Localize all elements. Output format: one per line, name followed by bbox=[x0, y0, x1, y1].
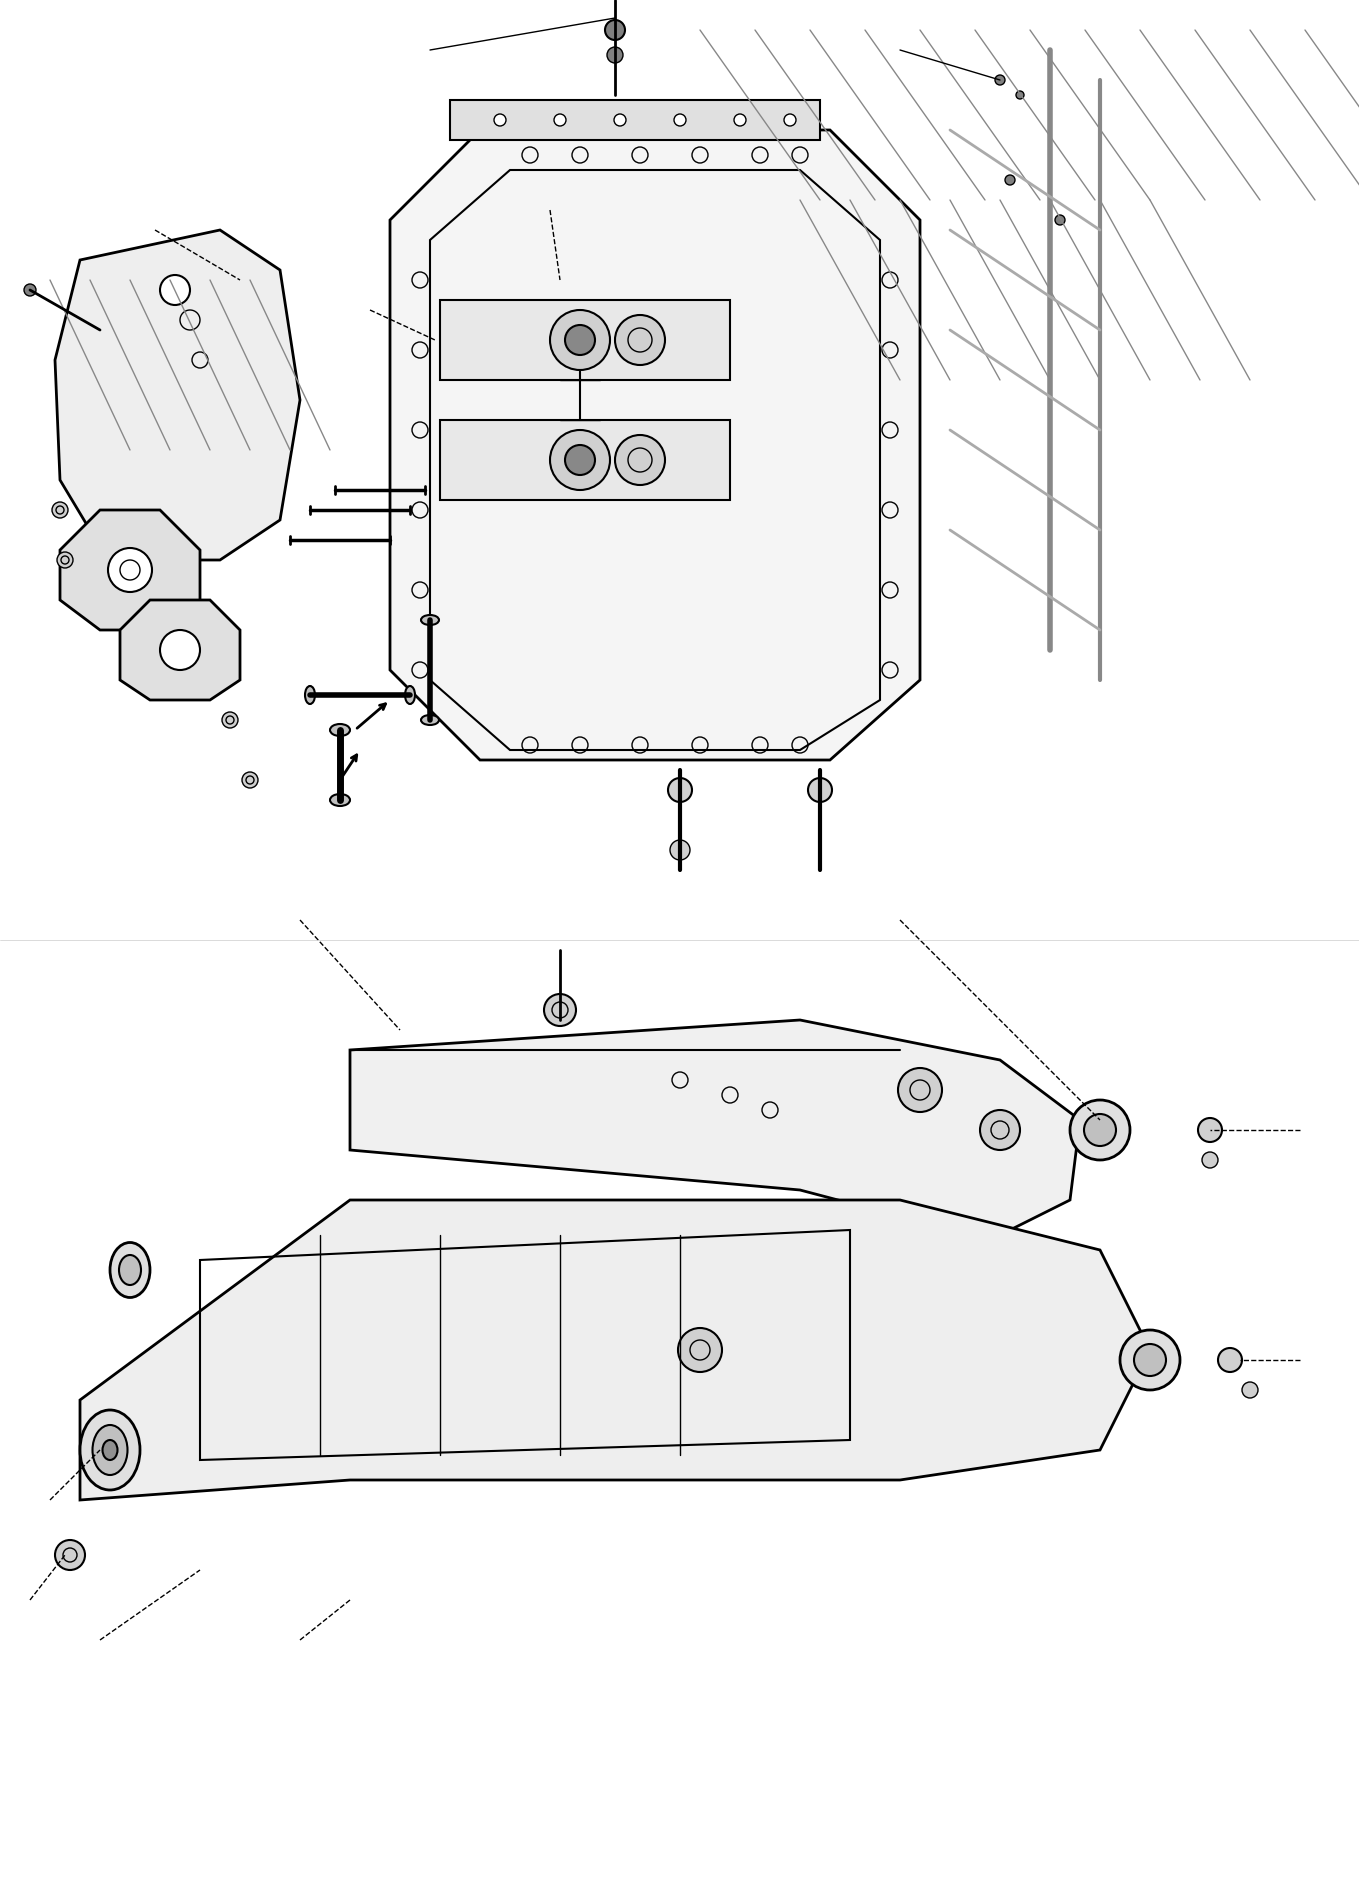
Circle shape bbox=[1218, 1349, 1242, 1371]
Circle shape bbox=[616, 436, 665, 485]
Polygon shape bbox=[440, 420, 730, 500]
Circle shape bbox=[605, 21, 625, 40]
Polygon shape bbox=[120, 599, 241, 700]
Ellipse shape bbox=[330, 793, 351, 806]
Circle shape bbox=[495, 114, 506, 126]
Circle shape bbox=[222, 711, 238, 728]
Polygon shape bbox=[440, 301, 730, 380]
Circle shape bbox=[242, 772, 258, 787]
Circle shape bbox=[670, 841, 690, 860]
Circle shape bbox=[107, 548, 152, 592]
Ellipse shape bbox=[330, 725, 351, 736]
Ellipse shape bbox=[421, 715, 439, 725]
Polygon shape bbox=[60, 510, 200, 630]
Circle shape bbox=[616, 316, 665, 365]
Circle shape bbox=[544, 995, 576, 1025]
Circle shape bbox=[674, 114, 686, 126]
Circle shape bbox=[1201, 1153, 1218, 1168]
Ellipse shape bbox=[80, 1409, 140, 1489]
Polygon shape bbox=[80, 1200, 1150, 1501]
Circle shape bbox=[898, 1069, 942, 1113]
Ellipse shape bbox=[102, 1440, 117, 1461]
Circle shape bbox=[565, 325, 595, 356]
Circle shape bbox=[550, 310, 610, 371]
Circle shape bbox=[1017, 91, 1023, 99]
Circle shape bbox=[1006, 175, 1015, 184]
Ellipse shape bbox=[304, 687, 315, 704]
Circle shape bbox=[550, 430, 610, 491]
Circle shape bbox=[54, 1541, 86, 1569]
Circle shape bbox=[995, 74, 1006, 86]
Circle shape bbox=[669, 778, 692, 803]
Ellipse shape bbox=[120, 1255, 141, 1286]
Circle shape bbox=[1055, 215, 1065, 224]
Circle shape bbox=[1242, 1383, 1258, 1398]
Circle shape bbox=[607, 48, 622, 63]
Circle shape bbox=[1070, 1099, 1129, 1160]
Circle shape bbox=[614, 114, 626, 126]
Circle shape bbox=[734, 114, 746, 126]
Ellipse shape bbox=[421, 614, 439, 626]
Circle shape bbox=[678, 1328, 722, 1371]
Circle shape bbox=[1133, 1345, 1166, 1375]
Circle shape bbox=[1199, 1118, 1222, 1141]
Circle shape bbox=[1084, 1115, 1116, 1147]
Polygon shape bbox=[351, 1019, 1080, 1240]
Polygon shape bbox=[390, 129, 920, 761]
Circle shape bbox=[784, 114, 796, 126]
Circle shape bbox=[565, 445, 595, 476]
Circle shape bbox=[160, 630, 200, 670]
Circle shape bbox=[809, 778, 832, 803]
Circle shape bbox=[1120, 1329, 1180, 1390]
Circle shape bbox=[57, 552, 73, 569]
Polygon shape bbox=[450, 101, 819, 141]
Circle shape bbox=[980, 1111, 1021, 1151]
Circle shape bbox=[52, 502, 68, 517]
Polygon shape bbox=[54, 230, 300, 559]
Ellipse shape bbox=[405, 687, 414, 704]
Circle shape bbox=[24, 283, 35, 297]
Circle shape bbox=[160, 276, 190, 304]
Circle shape bbox=[554, 114, 565, 126]
Ellipse shape bbox=[110, 1242, 149, 1297]
Ellipse shape bbox=[92, 1425, 128, 1474]
